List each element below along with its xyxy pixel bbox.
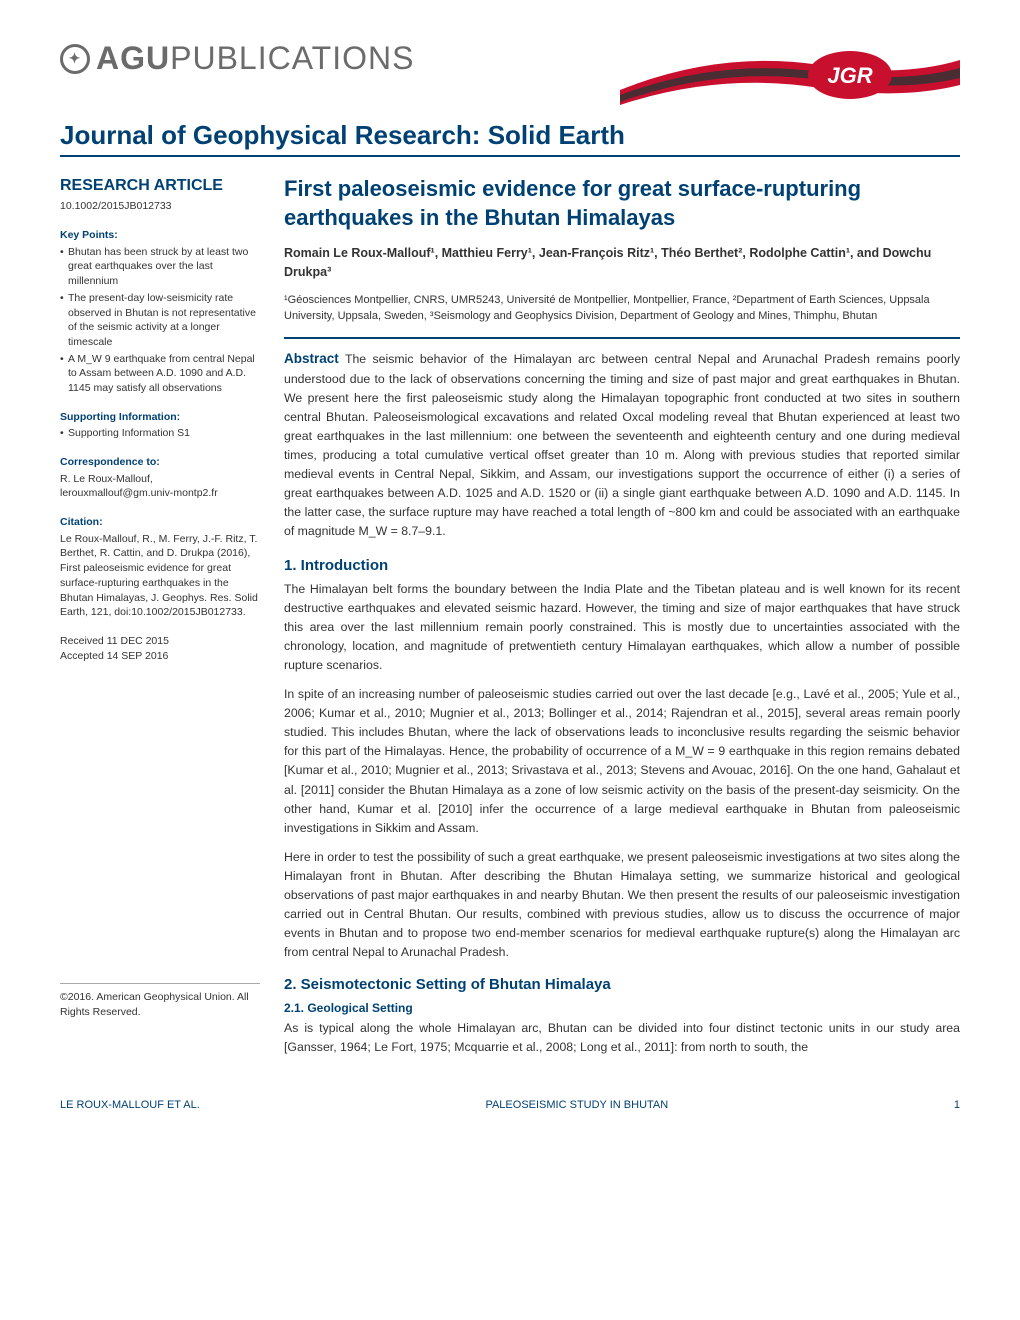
footer: LE ROUX-MALLOUF ET AL. PALEOSEISMIC STUD…: [60, 1091, 960, 1111]
journal-title: Journal of Geophysical Research: Solid E…: [60, 120, 960, 157]
key-points-heading: Key Points:: [60, 228, 260, 243]
doi: 10.1002/2015JB012733: [60, 199, 260, 214]
article-title: First paleoseismic evidence for great su…: [284, 175, 960, 232]
subsection-heading: 2.1. Geological Setting: [284, 1001, 960, 1015]
key-points-block: Key Points: Bhutan has been struck by at…: [60, 228, 260, 396]
paragraph: Here in order to test the possibility of…: [284, 848, 960, 962]
list-item: A M_W 9 earthquake from central Nepal to…: [60, 352, 260, 396]
sidebar: RESEARCH ARTICLE 10.1002/2015JB012733 Ke…: [60, 175, 260, 1067]
citation-block: Citation: Le Roux-Mallouf, R., M. Ferry,…: [60, 515, 260, 620]
footer-authors: LE ROUX-MALLOUF ET AL.: [60, 1099, 200, 1111]
received-date: Received 11 DEC 2015: [60, 634, 260, 649]
article-type: RESEARCH ARTICLE: [60, 175, 260, 197]
accepted-date: Accepted 14 SEP 2016: [60, 649, 260, 664]
svg-text:JGR: JGR: [827, 63, 872, 88]
section-heading: 2. Seismotectonic Setting of Bhutan Hima…: [284, 976, 960, 993]
publisher-logo: ✦ AGUPUBLICATIONS: [60, 40, 414, 77]
paragraph: The Himalayan belt forms the boundary be…: [284, 580, 960, 675]
paragraph: As is typical along the whole Himalayan …: [284, 1019, 960, 1057]
section-heading: 1. Introduction: [284, 557, 960, 574]
dates-block: Received 11 DEC 2015 Accepted 14 SEP 201…: [60, 634, 260, 663]
abstract: Abstract The seismic behavior of the Him…: [284, 337, 960, 541]
logo-suffix: PUBLICATIONS: [170, 40, 414, 76]
correspondence-name: R. Le Roux-Mallouf,: [60, 472, 260, 487]
citation-heading: Citation:: [60, 515, 260, 530]
abstract-text: The seismic behavior of the Himalayan ar…: [284, 352, 960, 538]
page-number: 1: [954, 1099, 960, 1111]
logo-prefix: AGU: [96, 40, 170, 76]
header: ✦ AGUPUBLICATIONS JGR: [60, 40, 960, 110]
supporting-heading: Supporting Information:: [60, 410, 260, 425]
correspondence-block: Correspondence to: R. Le Roux-Mallouf, l…: [60, 455, 260, 501]
agu-icon: ✦: [60, 44, 90, 74]
affiliations: ¹Géosciences Montpellier, CNRS, UMR5243,…: [284, 292, 960, 325]
copyright: ©2016. American Geophysical Union. All R…: [60, 983, 260, 1019]
correspondence-email[interactable]: lerouxmallouf@gm.univ-montp2.fr: [60, 486, 260, 501]
footer-title: PALEOSEISMIC STUDY IN BHUTAN: [485, 1099, 668, 1111]
correspondence-heading: Correspondence to:: [60, 455, 260, 470]
key-points-list: Bhutan has been struck by at least two g…: [60, 245, 260, 396]
list-item: Bhutan has been struck by at least two g…: [60, 245, 260, 289]
paragraph: In spite of an increasing number of pale…: [284, 685, 960, 837]
journal-badge: JGR: [620, 40, 960, 110]
badge-swoosh-icon: JGR: [620, 40, 960, 110]
list-item: The present-day low-seismicity rate obse…: [60, 291, 260, 350]
abstract-label: Abstract: [284, 351, 339, 366]
list-item: Supporting Information S1: [60, 426, 260, 441]
authors: Romain Le Roux-Mallouf¹, Matthieu Ferry¹…: [284, 244, 960, 282]
main-content: First paleoseismic evidence for great su…: [284, 175, 960, 1067]
citation-text: Le Roux-Mallouf, R., M. Ferry, J.-F. Rit…: [60, 532, 260, 620]
supporting-info-block: Supporting Information: Supporting Infor…: [60, 410, 260, 441]
